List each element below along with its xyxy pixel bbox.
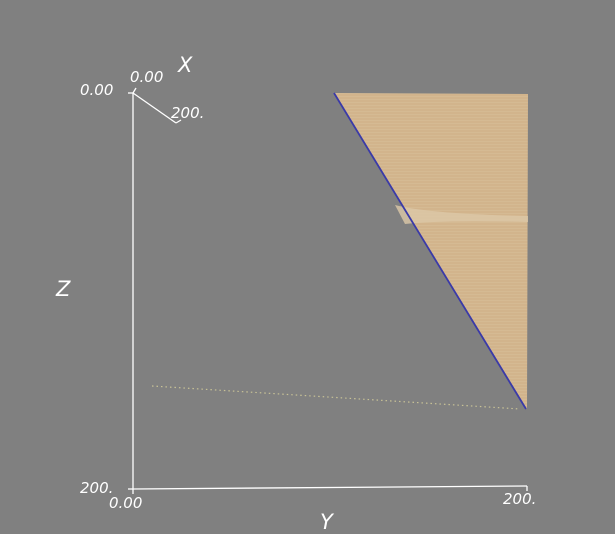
x-tick-start: [132, 87, 137, 94]
z-tick-label-bottom: 200.: [80, 479, 114, 497]
axes-frame: [128, 87, 528, 494]
x-axis-title: X: [178, 53, 193, 77]
x-tick-label-start: 0.00: [130, 68, 164, 86]
surface-band: [395, 205, 528, 224]
z-tick-label-top: 0.00: [80, 81, 114, 99]
surface-edge: [333, 92, 527, 410]
z-axis-title: Z: [56, 277, 71, 301]
x-axis-line: [132, 92, 177, 124]
y-tick-label-start: 0.00: [109, 494, 143, 512]
scene-canvas[interactable]: [0, 0, 615, 521]
points-line: [151, 385, 521, 410]
y-axis-title: Y: [320, 510, 333, 534]
y-tick-label-end: 200.: [503, 490, 537, 508]
y-axis-line: [132, 485, 528, 490]
x-tick-end: [175, 119, 182, 124]
x-tick-label-end: 200.: [171, 104, 205, 122]
